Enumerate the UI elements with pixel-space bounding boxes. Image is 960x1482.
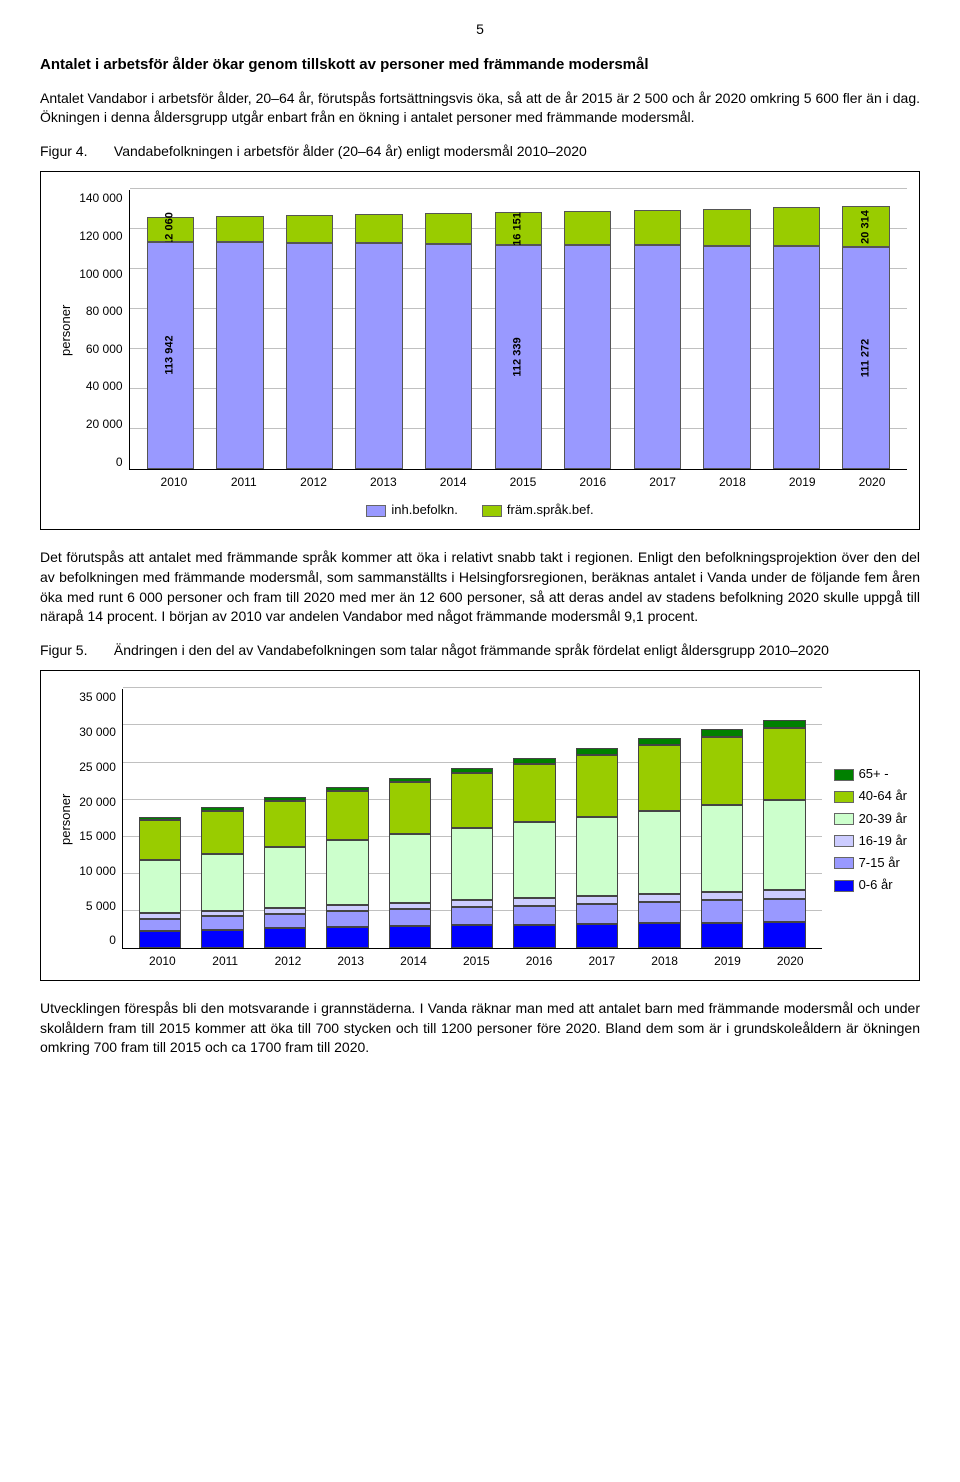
chart-1-value-label: 111 272 bbox=[858, 339, 873, 378]
chart-2-bar bbox=[129, 689, 191, 948]
chart-2-bar bbox=[691, 689, 753, 948]
chart-2-xaxis: 2010201120122013201420152016201720182019… bbox=[131, 949, 822, 970]
paragraph-1: Antalet Vandabor i arbetsför ålder, 20–6… bbox=[40, 89, 920, 128]
chart-1-value-label: 112 339 bbox=[511, 337, 526, 376]
chart-1-bar bbox=[205, 190, 275, 469]
chart-1-container: personer 140 000120 000100 00080 00060 0… bbox=[40, 171, 920, 530]
figure-4-label: Figur 4. bbox=[40, 142, 110, 162]
figure-4-text: Vandabefolkningen i arbetsför ålder (20–… bbox=[114, 143, 587, 159]
chart-1-bar bbox=[275, 190, 345, 469]
chart-2-ylabel: personer bbox=[53, 689, 79, 949]
chart-1-bar bbox=[692, 190, 762, 469]
chart-1-legend-item: främ.språk.bef. bbox=[482, 501, 594, 519]
chart-1-value-label: 20 314 bbox=[858, 210, 873, 244]
chart-1-xaxis: 2010201120122013201420152016201720182019… bbox=[139, 470, 907, 491]
chart-2-yaxis: 35 00030 00025 00020 00015 00010 0005 00… bbox=[79, 689, 122, 949]
page-number: 5 bbox=[40, 20, 920, 40]
figure-5-text: Ändringen i den del av Vandabefolkningen… bbox=[114, 642, 829, 658]
chart-2-legend-item: 16-19 år bbox=[834, 832, 907, 850]
chart-1-bar bbox=[762, 190, 832, 469]
chart-1-value-label: 113 942 bbox=[163, 336, 178, 375]
chart-2-legend-item: 20-39 år bbox=[834, 810, 907, 828]
chart-2-bar bbox=[566, 689, 628, 948]
chart-2-legend-item: 0-6 år bbox=[834, 876, 907, 894]
chart-2-bar bbox=[503, 689, 565, 948]
chart-2-bar bbox=[441, 689, 503, 948]
chart-2-legend: 65+ - 40-64 år 20-39 år 16-19 år 7-15 år 0-6 … bbox=[830, 761, 907, 898]
chart-2-bar bbox=[191, 689, 253, 948]
chart-2-plot bbox=[122, 689, 822, 949]
chart-2-legend-item: 40-64 år bbox=[834, 787, 907, 805]
chart-2-bar bbox=[628, 689, 690, 948]
chart-1-bar bbox=[344, 190, 414, 469]
chart-1-legend: inh.befolkn. främ.språk.bef. bbox=[53, 501, 907, 519]
figure-5-caption: Figur 5. Ändringen i den del av Vandabef… bbox=[40, 641, 920, 661]
paragraph-2: Det förutspås att antalet med främmande … bbox=[40, 548, 920, 626]
chart-1-yaxis: 140 000120 000100 00080 00060 00040 0002… bbox=[79, 190, 128, 470]
chart-1-bar bbox=[553, 190, 623, 469]
chart-2-bar bbox=[316, 689, 378, 948]
chart-1-bar bbox=[623, 190, 693, 469]
chart-2-container: personer 35 00030 00025 00020 00015 0001… bbox=[40, 670, 920, 981]
chart-1-bar: 16 151 112 339 bbox=[483, 190, 553, 469]
figure-4-caption: Figur 4. Vandabefolkningen i arbetsför å… bbox=[40, 142, 920, 162]
chart-1-bar: 20 314 111 272 bbox=[831, 190, 901, 469]
chart-1-plot: 12 060113 942 16 151 112 339 20 314 111 272 bbox=[129, 190, 907, 470]
chart-2-bar bbox=[379, 689, 441, 948]
chart-1-bar: 12 060113 942 bbox=[136, 190, 206, 469]
chart-2-legend-item: 65+ - bbox=[834, 765, 907, 783]
chart-2-bar bbox=[254, 689, 316, 948]
figure-5-label: Figur 5. bbox=[40, 641, 110, 661]
section-title: Antalet i arbetsför ålder ökar genom til… bbox=[40, 54, 920, 75]
chart-2-bar bbox=[753, 689, 815, 948]
paragraph-3: Utvecklingen förespås bli den motsvarand… bbox=[40, 999, 920, 1058]
chart-1-ylabel: personer bbox=[53, 190, 79, 470]
chart-2-legend-item: 7-15 år bbox=[834, 854, 907, 872]
chart-1-bar bbox=[414, 190, 484, 469]
chart-1-legend-item: inh.befolkn. bbox=[366, 501, 458, 519]
chart-1-value-label: 16 151 bbox=[511, 212, 526, 246]
